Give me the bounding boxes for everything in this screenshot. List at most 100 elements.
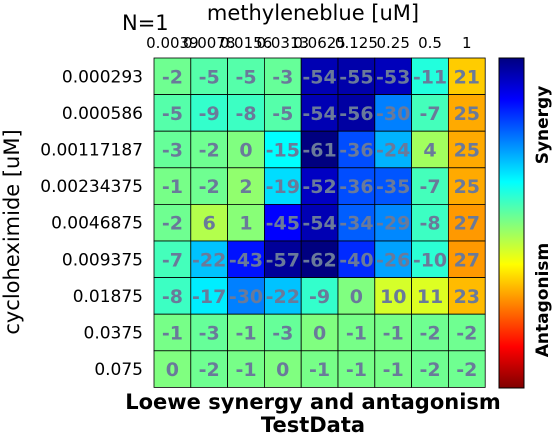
heatmap-cell xyxy=(153,313,192,352)
heatmap-cell xyxy=(411,130,449,169)
heatmap-cell-label: -1 xyxy=(309,359,330,381)
x-tick-label: 1 xyxy=(462,34,472,52)
heatmap-cell-label: 0 xyxy=(313,323,326,345)
heatmap-cell-label: -53 xyxy=(376,66,410,88)
x-axis-label: methyleneblue [uM] xyxy=(207,1,419,25)
heatmap-cell-label: -45 xyxy=(266,213,300,235)
heatmap-cell-label: -22 xyxy=(266,286,300,308)
heatmap-cell xyxy=(227,203,265,242)
x-tick-label: 0.0039 xyxy=(146,34,199,52)
heatmap-cell xyxy=(300,277,339,315)
heatmap-cell-label: 0 xyxy=(276,359,289,381)
heatmap-cell-label: -1 xyxy=(346,323,367,345)
heatmap-cell-label: -9 xyxy=(309,286,330,308)
heatmap-cell-label: -17 xyxy=(192,286,226,308)
heatmap-cell xyxy=(263,313,302,352)
colorbar xyxy=(498,57,525,389)
heatmap-cell-label: 2 xyxy=(239,176,252,198)
heatmap-cell-label: -5 xyxy=(235,66,256,88)
heatmap-cell-label: -54 xyxy=(302,213,336,235)
heatmap-cell-label: -1 xyxy=(162,176,183,198)
heatmap-cell-label: 25 xyxy=(454,103,480,125)
x-tick-label: 0.0625 xyxy=(293,34,346,52)
heatmap-cell-label: 0 xyxy=(350,286,363,308)
heatmap-cell-label: 27 xyxy=(454,249,480,271)
heatmap-cell-label: -7 xyxy=(162,249,183,271)
heatmap-cell xyxy=(153,350,192,388)
heatmap-cell-label: -54 xyxy=(302,66,336,88)
heatmap-cell-label: 27 xyxy=(454,213,480,235)
heatmap-cell xyxy=(337,130,376,169)
heatmap-cell-label: -2 xyxy=(456,323,477,345)
colorbar-antagonism-label: Antagonism xyxy=(533,243,553,357)
heatmap-cell xyxy=(447,94,486,132)
heatmap-cell xyxy=(411,203,449,242)
heatmap-cell xyxy=(190,277,229,315)
chart-title-line2: TestData xyxy=(261,413,365,437)
heatmap-cell-label: 0 xyxy=(166,359,179,381)
heatmap-cell xyxy=(227,277,265,315)
y-tick-label: 0.009375 xyxy=(62,250,143,270)
chart-title-line1: Loewe synergy and antagonism xyxy=(125,390,501,414)
heatmap-cell-label: -8 xyxy=(419,213,440,235)
heatmap-cell-label: -57 xyxy=(266,249,300,271)
y-tick-label: 0.075 xyxy=(94,360,143,380)
heatmap-cell xyxy=(227,350,265,388)
heatmap-cell-label: -2 xyxy=(456,359,477,381)
heatmap-cell xyxy=(153,240,192,278)
heatmap-cell xyxy=(227,167,265,205)
n-annotation: N=1 xyxy=(122,11,169,35)
heatmap-cell-label: 23 xyxy=(454,286,480,308)
heatmap-cell xyxy=(263,203,302,242)
heatmap-cell-label: -30 xyxy=(229,286,263,308)
heatmap-cell-label: -56 xyxy=(339,103,373,125)
heatmap-cell-label: -36 xyxy=(339,140,373,162)
heatmap-cell-label: -5 xyxy=(199,66,220,88)
x-tick-label: 0.5 xyxy=(418,34,442,52)
heatmap-cell xyxy=(190,240,229,278)
heatmap-cell xyxy=(337,350,376,388)
heatmap-cell xyxy=(300,240,339,278)
heatmap-cell-label: -1 xyxy=(235,323,256,345)
heatmap-cell-label: -2 xyxy=(199,359,220,381)
heatmap-cell xyxy=(374,277,412,315)
heatmap-cell-label: -35 xyxy=(376,176,410,198)
heatmap-cell xyxy=(300,57,339,95)
heatmap-cell-label: -24 xyxy=(376,140,410,162)
heatmap-cell xyxy=(227,57,265,95)
heatmap-cell-labels: -2 -5 -5 -3 -54 -55 -53 -11 21-5 -9 -8 -5 -54 -56 -30-… xyxy=(162,66,480,381)
x-tick-label: 0.0156 xyxy=(220,34,273,52)
heatmap-cell xyxy=(153,130,192,169)
heatmap-cell-label: -1 xyxy=(383,323,404,345)
heatmap-cell-label: -1 xyxy=(162,323,183,345)
heatmap-cell-label: -8 xyxy=(162,286,183,308)
y-tick-label: 0.00117187 xyxy=(40,141,143,161)
heatmap-cell xyxy=(227,313,265,352)
heatmap-cell-label: -55 xyxy=(339,66,373,88)
heatmap-cell xyxy=(447,203,486,242)
heatmap-cell-label: -7 xyxy=(419,176,440,198)
heatmap-cell-label: -1 xyxy=(235,359,256,381)
y-tick-label: 0.0046875 xyxy=(51,214,143,234)
heatmap-cell xyxy=(153,94,192,132)
heatmap-cell-label: -2 xyxy=(162,213,183,235)
heatmap-cell-label: -2 xyxy=(419,323,440,345)
heatmap-cell-label: 0 xyxy=(239,140,252,162)
heatmap-cell-label: -43 xyxy=(229,249,263,271)
heatmap-cell xyxy=(411,313,449,352)
heatmap-cell xyxy=(337,167,376,205)
y-tick-label: 0.0375 xyxy=(84,324,143,344)
x-tick-label: 0.0313 xyxy=(257,34,310,52)
heatmap-cell xyxy=(300,350,339,388)
y-tick-label: 0.000586 xyxy=(62,104,143,124)
heatmap-cell-label: 21 xyxy=(454,66,480,88)
heatmap-cell-label: 11 xyxy=(417,286,443,308)
heatmap-cell xyxy=(263,350,302,388)
heatmap-cell-label: -2 xyxy=(162,66,183,88)
heatmap-cell-label: -26 xyxy=(376,249,410,271)
colorbar-synergy-label: Synergy xyxy=(533,86,553,165)
heatmap-cell-label: -34 xyxy=(339,213,373,235)
heatmap-cell xyxy=(447,313,486,352)
y-tick-label: 0.00234375 xyxy=(40,177,143,197)
